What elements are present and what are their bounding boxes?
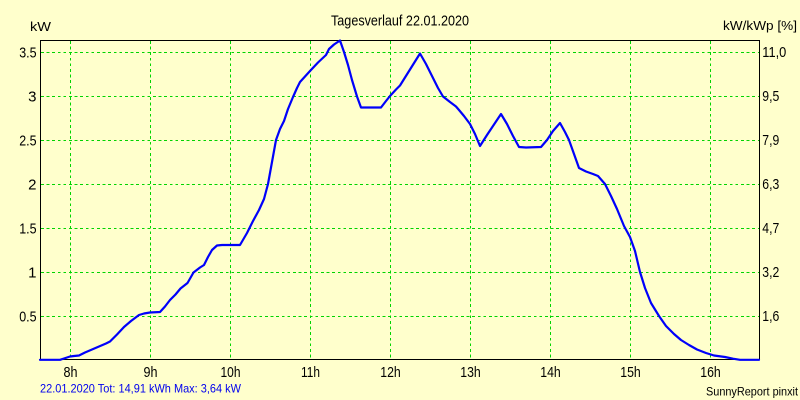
svg-text:1: 1: [28, 265, 36, 282]
svg-text:12h: 12h: [380, 364, 401, 381]
svg-text:16h: 16h: [700, 364, 721, 381]
svg-text:2: 2: [28, 177, 36, 194]
svg-text:11,0: 11,0: [762, 44, 786, 61]
svg-text:14h: 14h: [540, 364, 561, 381]
svg-text:11h: 11h: [301, 364, 320, 381]
svg-text:3.5: 3.5: [19, 45, 36, 62]
svg-text:6,3: 6,3: [762, 176, 779, 193]
svg-text:7,9: 7,9: [762, 132, 779, 149]
svg-text:kW/kWp [%]: kW/kWp [%]: [723, 18, 797, 33]
svg-text:3,2: 3,2: [762, 264, 779, 281]
svg-text:9h: 9h: [144, 364, 158, 381]
svg-text:4,7: 4,7: [762, 220, 779, 237]
svg-text:15h: 15h: [620, 364, 641, 381]
svg-text:3: 3: [28, 89, 36, 106]
svg-text:1,6: 1,6: [762, 308, 779, 325]
svg-text:1.5: 1.5: [19, 221, 36, 238]
svg-text:Tagesverlauf 22.01.2020: Tagesverlauf 22.01.2020: [331, 13, 469, 30]
svg-text:SunnyReport pinxit: SunnyReport pinxit: [706, 385, 799, 399]
svg-text:22.01.2020 Tot: 14,91 kWh Max:: 22.01.2020 Tot: 14,91 kWh Max: 3,64 kW: [40, 382, 242, 396]
svg-text:8h: 8h: [64, 364, 78, 381]
svg-text:0.5: 0.5: [19, 309, 36, 326]
svg-text:2.5: 2.5: [19, 133, 36, 150]
svg-text:9,5: 9,5: [762, 88, 779, 105]
svg-text:10h: 10h: [221, 364, 241, 381]
svg-text:13h: 13h: [460, 364, 481, 381]
svg-text:kW: kW: [30, 19, 52, 34]
